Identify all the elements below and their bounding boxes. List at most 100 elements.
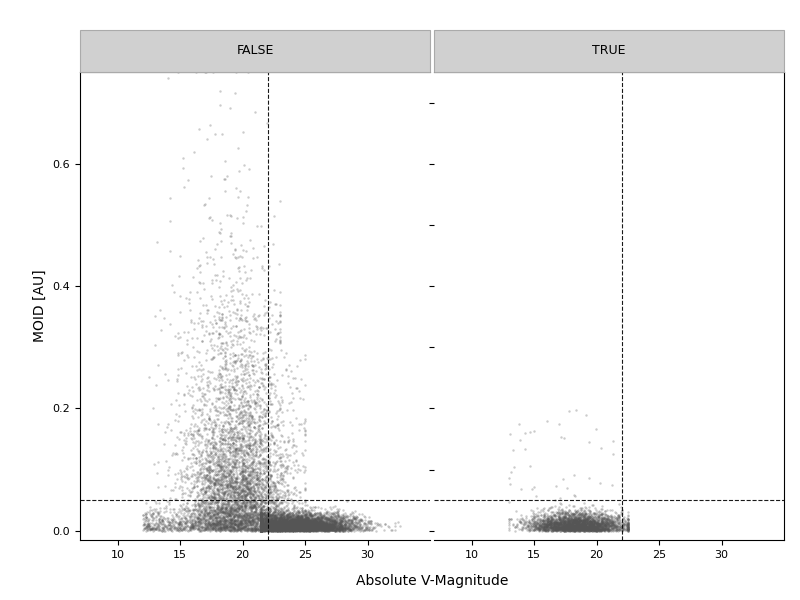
Point bbox=[218, 472, 231, 481]
Point bbox=[307, 518, 320, 528]
Point bbox=[575, 520, 588, 530]
Point bbox=[279, 525, 292, 535]
Point bbox=[294, 514, 306, 524]
Point bbox=[545, 519, 558, 529]
Point bbox=[278, 507, 290, 517]
Point bbox=[566, 524, 578, 534]
Point bbox=[290, 509, 302, 518]
Point bbox=[289, 520, 302, 530]
Point bbox=[274, 514, 287, 523]
Point bbox=[277, 523, 290, 533]
Point bbox=[567, 514, 580, 523]
Point bbox=[270, 523, 282, 533]
Point bbox=[312, 512, 325, 522]
Point bbox=[219, 391, 232, 401]
Point bbox=[255, 522, 268, 532]
Point bbox=[559, 508, 572, 517]
Point bbox=[574, 522, 587, 532]
Point bbox=[236, 278, 249, 288]
Point bbox=[227, 512, 240, 521]
Point bbox=[297, 519, 310, 529]
Point bbox=[595, 518, 608, 528]
Point bbox=[259, 524, 272, 534]
Point bbox=[262, 526, 274, 535]
Point bbox=[577, 526, 590, 535]
Point bbox=[295, 524, 308, 533]
Point bbox=[199, 488, 212, 497]
Point bbox=[242, 515, 254, 525]
Point bbox=[137, 511, 150, 520]
Point bbox=[211, 518, 224, 527]
Point bbox=[572, 522, 585, 532]
Point bbox=[318, 519, 330, 529]
Point bbox=[321, 520, 334, 530]
Point bbox=[220, 511, 233, 520]
Point bbox=[307, 516, 320, 526]
Point bbox=[228, 478, 241, 488]
Point bbox=[255, 517, 268, 526]
Point bbox=[326, 525, 338, 535]
Point bbox=[281, 513, 294, 523]
Point bbox=[302, 507, 315, 517]
Point bbox=[206, 437, 218, 447]
Point bbox=[255, 522, 268, 532]
Point bbox=[255, 524, 268, 533]
Point bbox=[303, 524, 316, 533]
Point bbox=[314, 523, 326, 533]
Point bbox=[232, 266, 245, 276]
Point bbox=[242, 507, 254, 517]
Point bbox=[589, 524, 602, 534]
Point bbox=[213, 383, 226, 392]
Point bbox=[255, 512, 268, 522]
Point bbox=[255, 514, 268, 524]
Point bbox=[170, 511, 182, 521]
Point bbox=[550, 511, 562, 521]
Point bbox=[238, 466, 251, 476]
Point bbox=[274, 523, 286, 533]
Point bbox=[573, 522, 586, 532]
Point bbox=[279, 523, 292, 533]
Point bbox=[178, 182, 190, 191]
Point bbox=[271, 520, 284, 530]
Point bbox=[212, 459, 225, 469]
Point bbox=[220, 496, 233, 506]
Point bbox=[255, 519, 268, 529]
Point bbox=[311, 518, 324, 528]
Point bbox=[276, 523, 289, 532]
Point bbox=[571, 521, 584, 531]
Point bbox=[595, 515, 608, 524]
Point bbox=[217, 488, 230, 498]
Point bbox=[205, 476, 218, 485]
Point bbox=[236, 430, 249, 440]
Point bbox=[287, 515, 300, 524]
Point bbox=[314, 524, 327, 533]
Point bbox=[293, 519, 306, 529]
Point bbox=[262, 523, 275, 533]
Point bbox=[206, 519, 219, 529]
Point bbox=[290, 516, 302, 526]
Point bbox=[270, 508, 283, 518]
Point bbox=[245, 444, 258, 454]
Point bbox=[245, 460, 258, 470]
Point bbox=[256, 524, 269, 534]
Point bbox=[314, 521, 327, 530]
Point bbox=[578, 521, 590, 531]
Point bbox=[323, 521, 336, 530]
Point bbox=[560, 523, 573, 533]
Point bbox=[298, 511, 311, 520]
Point bbox=[562, 524, 574, 534]
Point bbox=[278, 521, 291, 530]
Point bbox=[306, 511, 318, 521]
Point bbox=[141, 525, 154, 535]
Point bbox=[562, 520, 575, 529]
Point bbox=[332, 506, 345, 515]
Point bbox=[233, 518, 246, 527]
Point bbox=[545, 518, 558, 528]
Point bbox=[276, 523, 289, 533]
Point bbox=[201, 519, 214, 529]
Point bbox=[201, 507, 214, 517]
Point bbox=[256, 474, 269, 484]
Point bbox=[238, 267, 251, 277]
Point bbox=[296, 514, 309, 524]
Point bbox=[163, 520, 176, 530]
